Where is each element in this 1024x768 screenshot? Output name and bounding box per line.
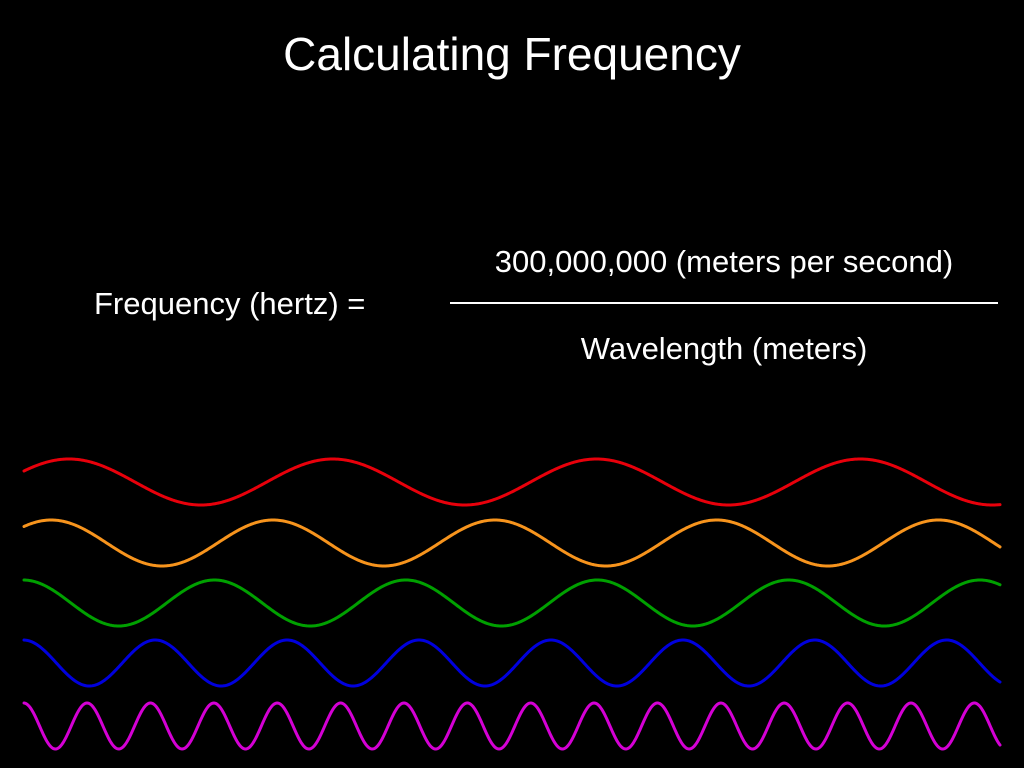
- orange-wave: [22, 518, 1002, 568]
- fraction-bar: [450, 302, 998, 304]
- green-wave: [22, 578, 1002, 628]
- blue-wave: [22, 638, 1002, 688]
- formula-denominator: Wavelength (meters): [580, 331, 868, 366]
- magenta-wave: [22, 701, 1002, 751]
- slide-title: Calculating Frequency: [283, 28, 741, 80]
- formula-left-side: Frequency (hertz) =: [94, 286, 366, 321]
- formula-numerator: 300,000,000 (meters per second): [494, 244, 954, 279]
- red-wave: [22, 457, 1002, 507]
